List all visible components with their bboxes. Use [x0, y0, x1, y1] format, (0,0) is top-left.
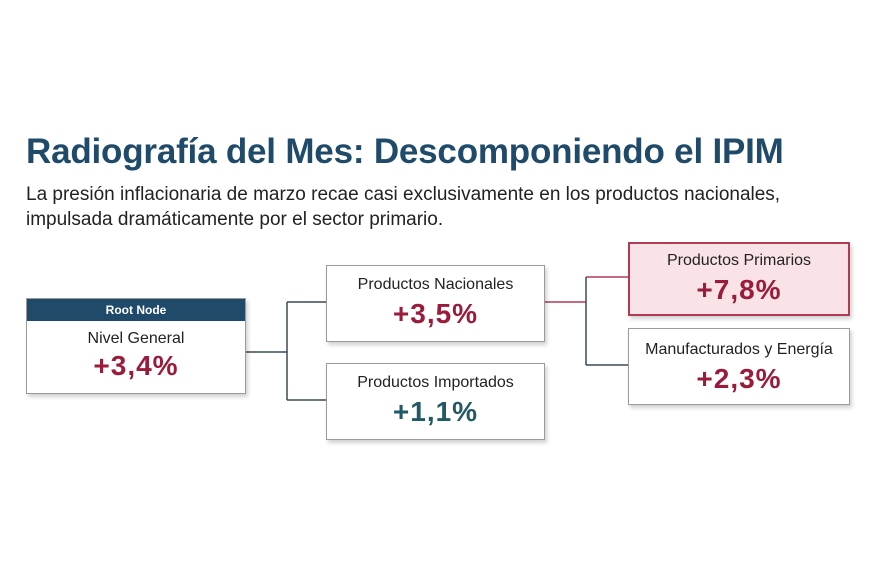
node-label: Productos Nacionales	[357, 276, 514, 293]
node-productos-primarios: Productos Primarios +7,8%	[628, 242, 850, 316]
node-value: +3,5%	[392, 298, 479, 329]
node-label: Nivel General	[87, 330, 185, 347]
node-productos-importados: Productos Importados +1,1%	[326, 363, 545, 440]
node-value: +3,4%	[93, 350, 179, 381]
node-value: +7,8%	[696, 274, 782, 305]
node-manufacturados-energia: Manufacturados y Energía +2,3%	[628, 328, 850, 405]
node-value: +2,3%	[696, 363, 782, 394]
diagram-subtitle: La presión inflacionaria de marzo recae …	[26, 184, 781, 230]
node-value: +1,1%	[392, 396, 479, 427]
diagram-title: Radiografía del Mes: Descomponiendo el I…	[26, 132, 784, 171]
node-productos-nacionales: Productos Nacionales +3,5%	[326, 265, 545, 342]
node-label: Manufacturados y Energía	[645, 341, 833, 358]
node-label: Productos Primarios	[666, 252, 812, 269]
root-node-tag: Root Node	[27, 299, 245, 321]
node-label: Productos Importados	[357, 374, 514, 391]
node-nivel-general: Root Node Nivel General +3,4%	[26, 298, 246, 394]
